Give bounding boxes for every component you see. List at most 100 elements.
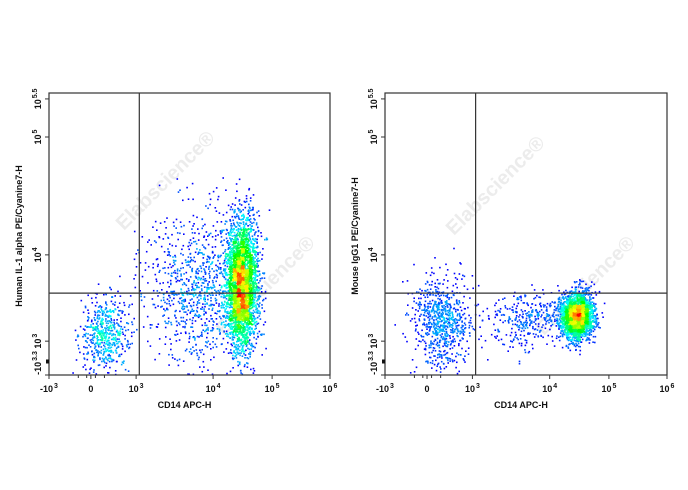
- event-dot: [155, 278, 158, 281]
- event-dot: [251, 327, 253, 330]
- event-dot: [234, 209, 236, 211]
- event-dot: [101, 326, 103, 329]
- event-dot: [438, 312, 440, 314]
- event-dot: [102, 358, 105, 361]
- event-dot: [236, 340, 238, 343]
- event-dot: [126, 322, 128, 324]
- event-dot: [241, 346, 244, 349]
- event-dot: [204, 223, 206, 226]
- event-dot: [242, 279, 245, 281]
- event-dot: [238, 308, 241, 310]
- event-dot: [226, 284, 228, 286]
- event-dot: [98, 317, 101, 319]
- event-dot: [237, 286, 239, 289]
- event-dot: [233, 286, 235, 289]
- event-dot: [428, 322, 430, 324]
- event-dot: [244, 229, 246, 231]
- event-dot: [232, 354, 234, 357]
- event-dot: [220, 271, 223, 273]
- event-dot: [253, 266, 256, 269]
- event-dot: [182, 294, 185, 297]
- event-dot: [438, 350, 441, 352]
- event-dot: [252, 305, 254, 307]
- event-dot: [243, 284, 246, 287]
- event-dot: [406, 340, 408, 343]
- event-dot: [252, 208, 254, 211]
- event-dot: [216, 323, 218, 325]
- event-dot: [242, 275, 244, 277]
- event-dot: [252, 281, 254, 283]
- event-dot: [201, 333, 203, 336]
- event-dot: [439, 282, 441, 285]
- event-dot: [227, 341, 229, 344]
- event-dot: [236, 351, 239, 353]
- event-dot: [247, 228, 250, 230]
- event-dot: [241, 252, 243, 254]
- event-dot: [242, 348, 244, 350]
- event-dot: [243, 225, 246, 228]
- event-dot: [220, 317, 222, 320]
- event-dot: [236, 335, 239, 337]
- event-dot: [256, 275, 259, 277]
- event-dot: [242, 263, 244, 265]
- event-dot: [160, 299, 163, 302]
- event-dot: [128, 304, 131, 306]
- event-dot: [228, 283, 231, 285]
- event-dot: [119, 340, 121, 343]
- event-dot: [229, 337, 231, 339]
- event-dot: [264, 290, 267, 293]
- event-dot: [256, 242, 258, 244]
- event-dot: [234, 312, 237, 315]
- event-dot: [257, 336, 259, 338]
- event-dot: [192, 304, 195, 307]
- event-dot: [231, 331, 234, 334]
- event-dot: [233, 256, 236, 259]
- event-dot: [242, 333, 245, 336]
- event-dot: [423, 303, 426, 306]
- event-dot: [231, 325, 234, 328]
- event-dot: [232, 286, 235, 288]
- event-dot: [242, 267, 245, 269]
- event-dot: [201, 306, 204, 309]
- event-dot: [206, 291, 208, 293]
- event-dot: [237, 314, 240, 317]
- event-dot: [244, 299, 246, 301]
- event-dot: [168, 320, 170, 323]
- event-dot: [445, 263, 447, 266]
- event-dot: [93, 317, 96, 319]
- event-dot: [252, 261, 254, 264]
- event-dot: [237, 320, 239, 322]
- event-dot: [427, 305, 430, 308]
- event-dot: [253, 213, 255, 216]
- event-dot: [246, 244, 249, 247]
- event-dot: [97, 306, 100, 308]
- event-dot: [103, 335, 105, 337]
- event-dot: [451, 347, 454, 349]
- event-dot: [197, 253, 199, 255]
- event-dot: [189, 335, 191, 338]
- event-dot: [184, 259, 187, 261]
- event-dot: [226, 273, 229, 276]
- event-dot: [134, 274, 137, 276]
- event-dot: [451, 326, 453, 329]
- event-dot: [246, 234, 248, 237]
- event-dot: [182, 199, 184, 202]
- event-dot: [227, 248, 229, 250]
- event-dot: [245, 247, 247, 249]
- event-dot: [228, 290, 231, 292]
- event-dot: [436, 356, 439, 359]
- event-dot: [173, 225, 175, 227]
- event-dot: [110, 319, 113, 322]
- event-dot: [90, 367, 92, 369]
- event-dot: [210, 294, 212, 297]
- event-dot: [87, 318, 90, 321]
- event-dot: [83, 333, 85, 336]
- event-dot: [233, 211, 235, 214]
- event-dot: [211, 303, 214, 306]
- event-dot: [94, 314, 96, 316]
- event-dot: [227, 310, 229, 313]
- event-dot: [226, 241, 228, 243]
- event-dot: [238, 306, 241, 309]
- event-dot: [139, 290, 141, 292]
- event-dot: [156, 258, 159, 260]
